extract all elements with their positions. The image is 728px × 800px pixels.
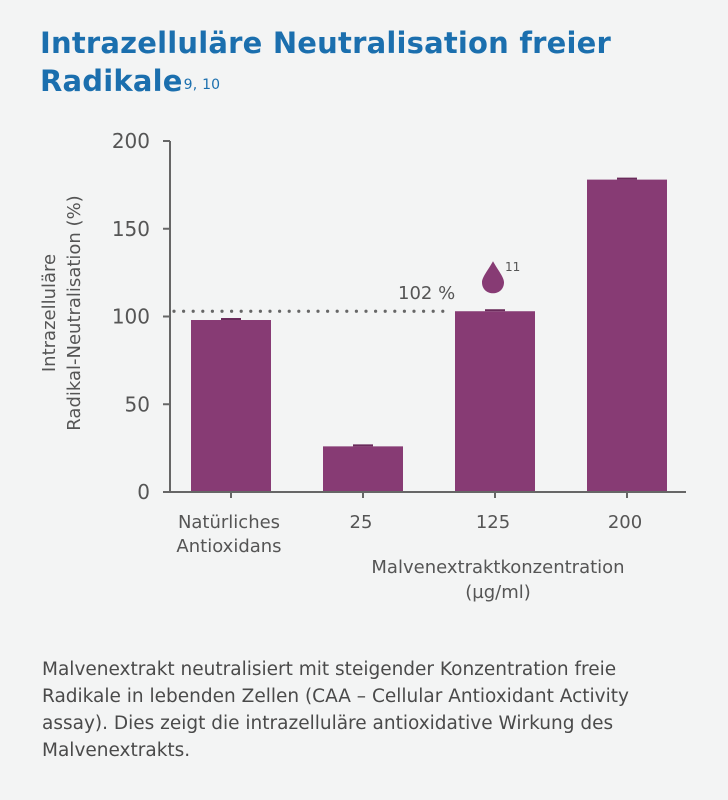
drop-icon	[482, 261, 504, 294]
y-tick-label: 50	[125, 392, 150, 416]
bar	[323, 446, 403, 492]
bar	[191, 320, 271, 492]
y-tick-label: 0	[137, 480, 150, 504]
x-tick-label: Antioxidans	[176, 536, 281, 557]
reference-line-label: 102 %	[398, 283, 455, 304]
y-axis-title: Radikal-Neutralisation (%)	[64, 195, 85, 430]
chart-title-text: Intrazelluläre Neutralisation freier Rad…	[40, 26, 612, 98]
bar-chart: 102 % 11 0 50 100 150 200 Natürliches Antioxidan…	[39, 129, 686, 603]
bar-error-cap	[353, 444, 373, 447]
y-tick-label: 100	[112, 305, 150, 329]
title-reference-superscript: 9, 10	[183, 77, 221, 93]
x-tick-label: 125	[476, 512, 510, 533]
x-tick-label: Natürliches	[178, 512, 280, 533]
y-tick-label: 150	[112, 217, 150, 241]
annotation-superscript: 11	[505, 260, 520, 274]
x-axis-title: Malvenextraktkonzentration	[371, 557, 624, 578]
bar-error-cap	[221, 318, 241, 321]
bar-error-cap	[485, 309, 505, 312]
x-tick-label: 200	[608, 512, 642, 533]
bar-error-cap	[617, 177, 637, 180]
y-tick-label: 200	[112, 129, 150, 153]
x-tick-label: 25	[350, 512, 373, 533]
bar	[587, 179, 667, 493]
x-axis-title: (µg/ml)	[465, 582, 531, 603]
chart-title: Intrazelluläre Neutralisation freier Rad…	[40, 24, 700, 100]
y-axis-title: Intrazelluläre	[39, 254, 60, 372]
chart-description: Malvenextrakt neutralisiert mit steigend…	[42, 659, 629, 761]
bar	[455, 311, 535, 492]
